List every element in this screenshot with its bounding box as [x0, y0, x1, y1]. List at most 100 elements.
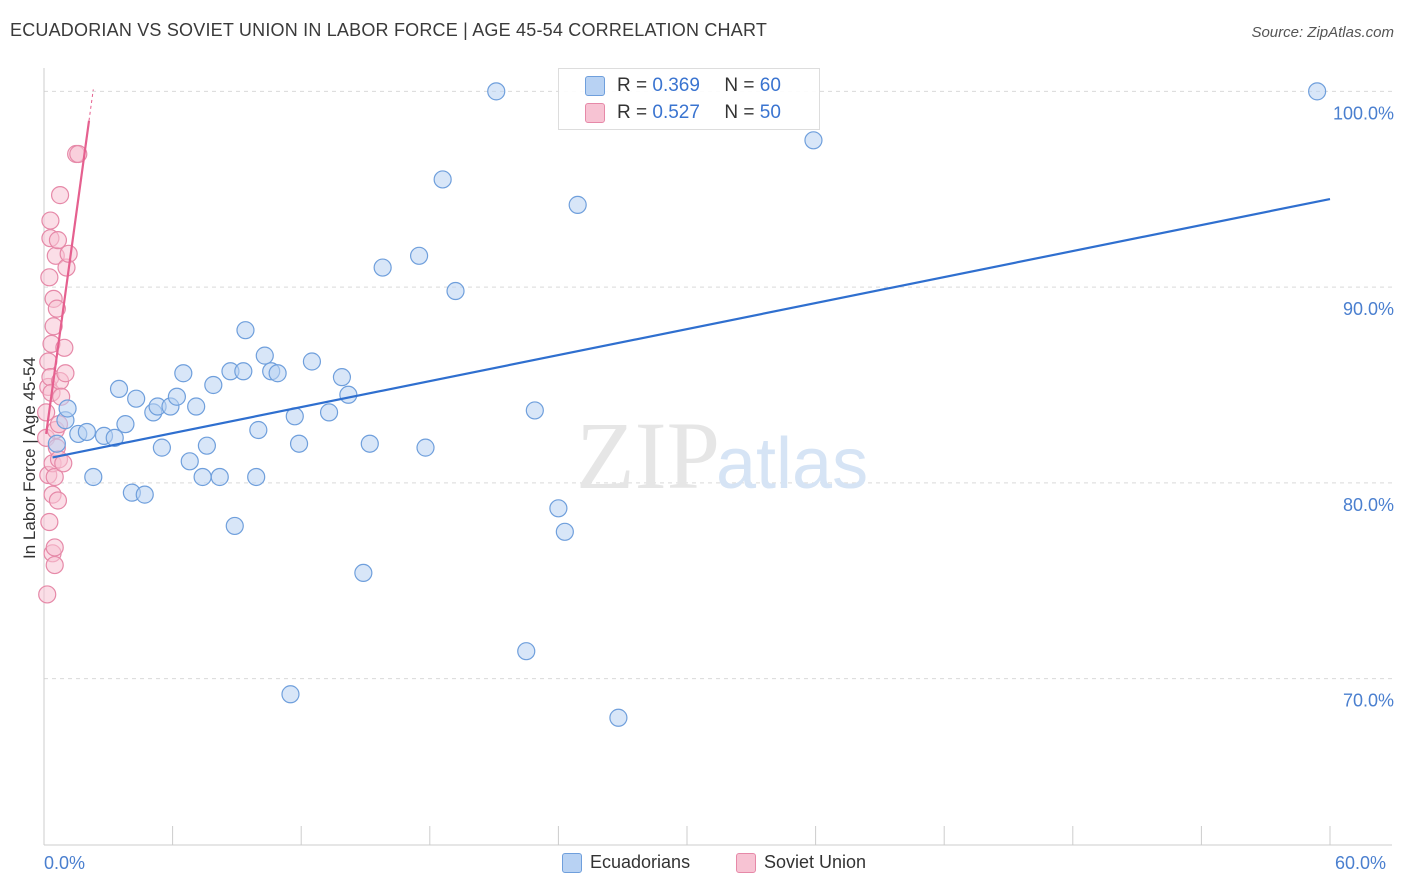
ecuadorians-point: [236, 321, 255, 340]
soviet-union-points: [37, 144, 88, 604]
ecuadorians-point: [197, 436, 216, 455]
y-tick-label: 80.0%: [1343, 495, 1394, 515]
ecuadorians-point: [804, 131, 823, 150]
ecuadorians-point: [339, 385, 358, 404]
legend-item-soviet-union[interactable]: Soviet Union: [736, 852, 866, 873]
soviet-union-point: [38, 585, 57, 604]
soviet-union-point: [45, 538, 64, 557]
ecuadorians-point: [152, 438, 171, 457]
series-legend: Ecuadorians Soviet Union: [0, 852, 1406, 876]
ecuadorians-point: [549, 499, 568, 518]
ecuadorians-point: [609, 708, 628, 727]
legend-swatch-pink: [736, 852, 756, 873]
ecuadorians-point: [487, 82, 506, 101]
ecuadorians-point: [249, 420, 268, 440]
ecuadorians-point: [409, 246, 429, 265]
gridlines: [44, 90, 1392, 680]
ecuadorians-point: [167, 387, 186, 406]
ecuadorians-point: [1308, 82, 1327, 101]
y-tick-label: 100.0%: [1333, 103, 1394, 123]
ecuadorians-point: [302, 352, 322, 371]
soviet-union-point: [55, 338, 74, 357]
legend-r-value: 0.369: [652, 75, 700, 96]
legend-n-value: 60: [759, 75, 781, 96]
legend-row-soviet-union: R = 0.527 N = 50: [585, 101, 781, 125]
x-tick-max: 60.0%: [1335, 853, 1387, 873]
ecuadorians-point: [360, 434, 379, 453]
ecuadorians-point: [247, 467, 266, 487]
ecuadorians-point: [555, 522, 574, 541]
watermark-zip: ZIP: [576, 402, 720, 509]
ecuadorians-trend-line: [52, 197, 1331, 459]
soviet-union-point: [48, 491, 68, 510]
soviet-union-point: [50, 186, 70, 205]
soviet-union-trend-extension: [88, 89, 94, 121]
ecuadorians-point: [180, 452, 199, 471]
soviet-union-point: [56, 364, 75, 383]
watermark-atlas: atlas: [716, 424, 868, 504]
ecuadorians-point: [204, 375, 223, 395]
legend-row-ecuadorians: R = 0.369 N = 60: [585, 74, 781, 98]
soviet-union-point: [47, 299, 66, 318]
legend-n-label: N =: [724, 102, 755, 123]
ecuadorians-point: [354, 563, 373, 583]
ecuadorians-point: [289, 434, 309, 453]
ecuadorians-point: [416, 438, 435, 457]
legend-r-label: R =: [617, 102, 648, 123]
ecuadorians-point: [319, 403, 339, 422]
ecuadorians-points: [47, 82, 1327, 727]
legend-swatch-pink: [585, 103, 605, 123]
y-tick-label: 70.0%: [1343, 691, 1394, 711]
ecuadorians-point: [446, 281, 465, 301]
ecuadorians-point: [373, 258, 392, 277]
soviet-union-point: [40, 268, 59, 287]
ecuadorians-point: [105, 428, 124, 447]
legend-swatch-blue: [562, 852, 582, 873]
soviet-union-trend-line: [45, 120, 91, 435]
ecuadorians-point: [193, 467, 212, 487]
legend-label-ecuadorians: Ecuadorians: [590, 852, 691, 872]
legend-n-value: 50: [759, 102, 781, 123]
ecuadorians-point: [116, 415, 135, 434]
soviet-union-point: [44, 317, 63, 336]
y-tick-labels: 70.0% 80.0% 90.0% 100.0%: [1333, 103, 1394, 710]
ecuadorians-point: [517, 642, 536, 661]
ecuadorians-point: [234, 362, 253, 381]
soviet-union-point: [45, 555, 64, 575]
y-tick-label: 90.0%: [1343, 299, 1394, 319]
legend-n-label: N =: [724, 75, 755, 96]
legend-label-soviet-union: Soviet Union: [764, 852, 867, 872]
legend-swatch-blue: [585, 76, 605, 96]
ecuadorians-point: [47, 434, 66, 453]
soviet-union-point: [41, 211, 60, 230]
ecuadorians-point: [268, 364, 287, 383]
ecuadorians-point: [210, 467, 229, 487]
legend-r-value: 0.527: [652, 102, 700, 123]
ecuadorians-point: [525, 401, 544, 420]
ecuadorians-point: [58, 399, 77, 418]
correlation-legend: R = 0.369 N = 60 R = 0.527 N = 50: [558, 68, 820, 130]
soviet-union-point: [45, 467, 64, 487]
soviet-union-point: [40, 512, 59, 532]
ecuadorians-point: [84, 467, 103, 487]
legend-item-ecuadorians[interactable]: Ecuadorians: [562, 852, 690, 873]
soviet-union-point: [59, 244, 78, 263]
ecuadorians-point: [568, 195, 587, 214]
ecuadorians-point: [174, 364, 193, 383]
legend-r-label: R =: [617, 75, 648, 96]
ecuadorians-point: [127, 389, 146, 408]
trend-lines: [45, 89, 1331, 459]
ecuadorians-point: [77, 422, 96, 442]
ecuadorians-point: [135, 485, 154, 504]
ecuadorians-point: [225, 516, 244, 536]
chart-title: ECUADORIAN VS SOVIET UNION IN LABOR FORC…: [10, 20, 768, 40]
ecuadorians-point: [332, 368, 352, 387]
soviet-union-point: [69, 144, 88, 164]
ecuadorians-point: [187, 397, 206, 416]
soviet-union-point: [48, 231, 68, 250]
x-tick-min: 0.0%: [44, 853, 86, 873]
axes: [43, 68, 1392, 846]
source-label: Source: ZipAtlas.com: [1251, 24, 1394, 41]
ecuadorians-point: [109, 379, 129, 399]
